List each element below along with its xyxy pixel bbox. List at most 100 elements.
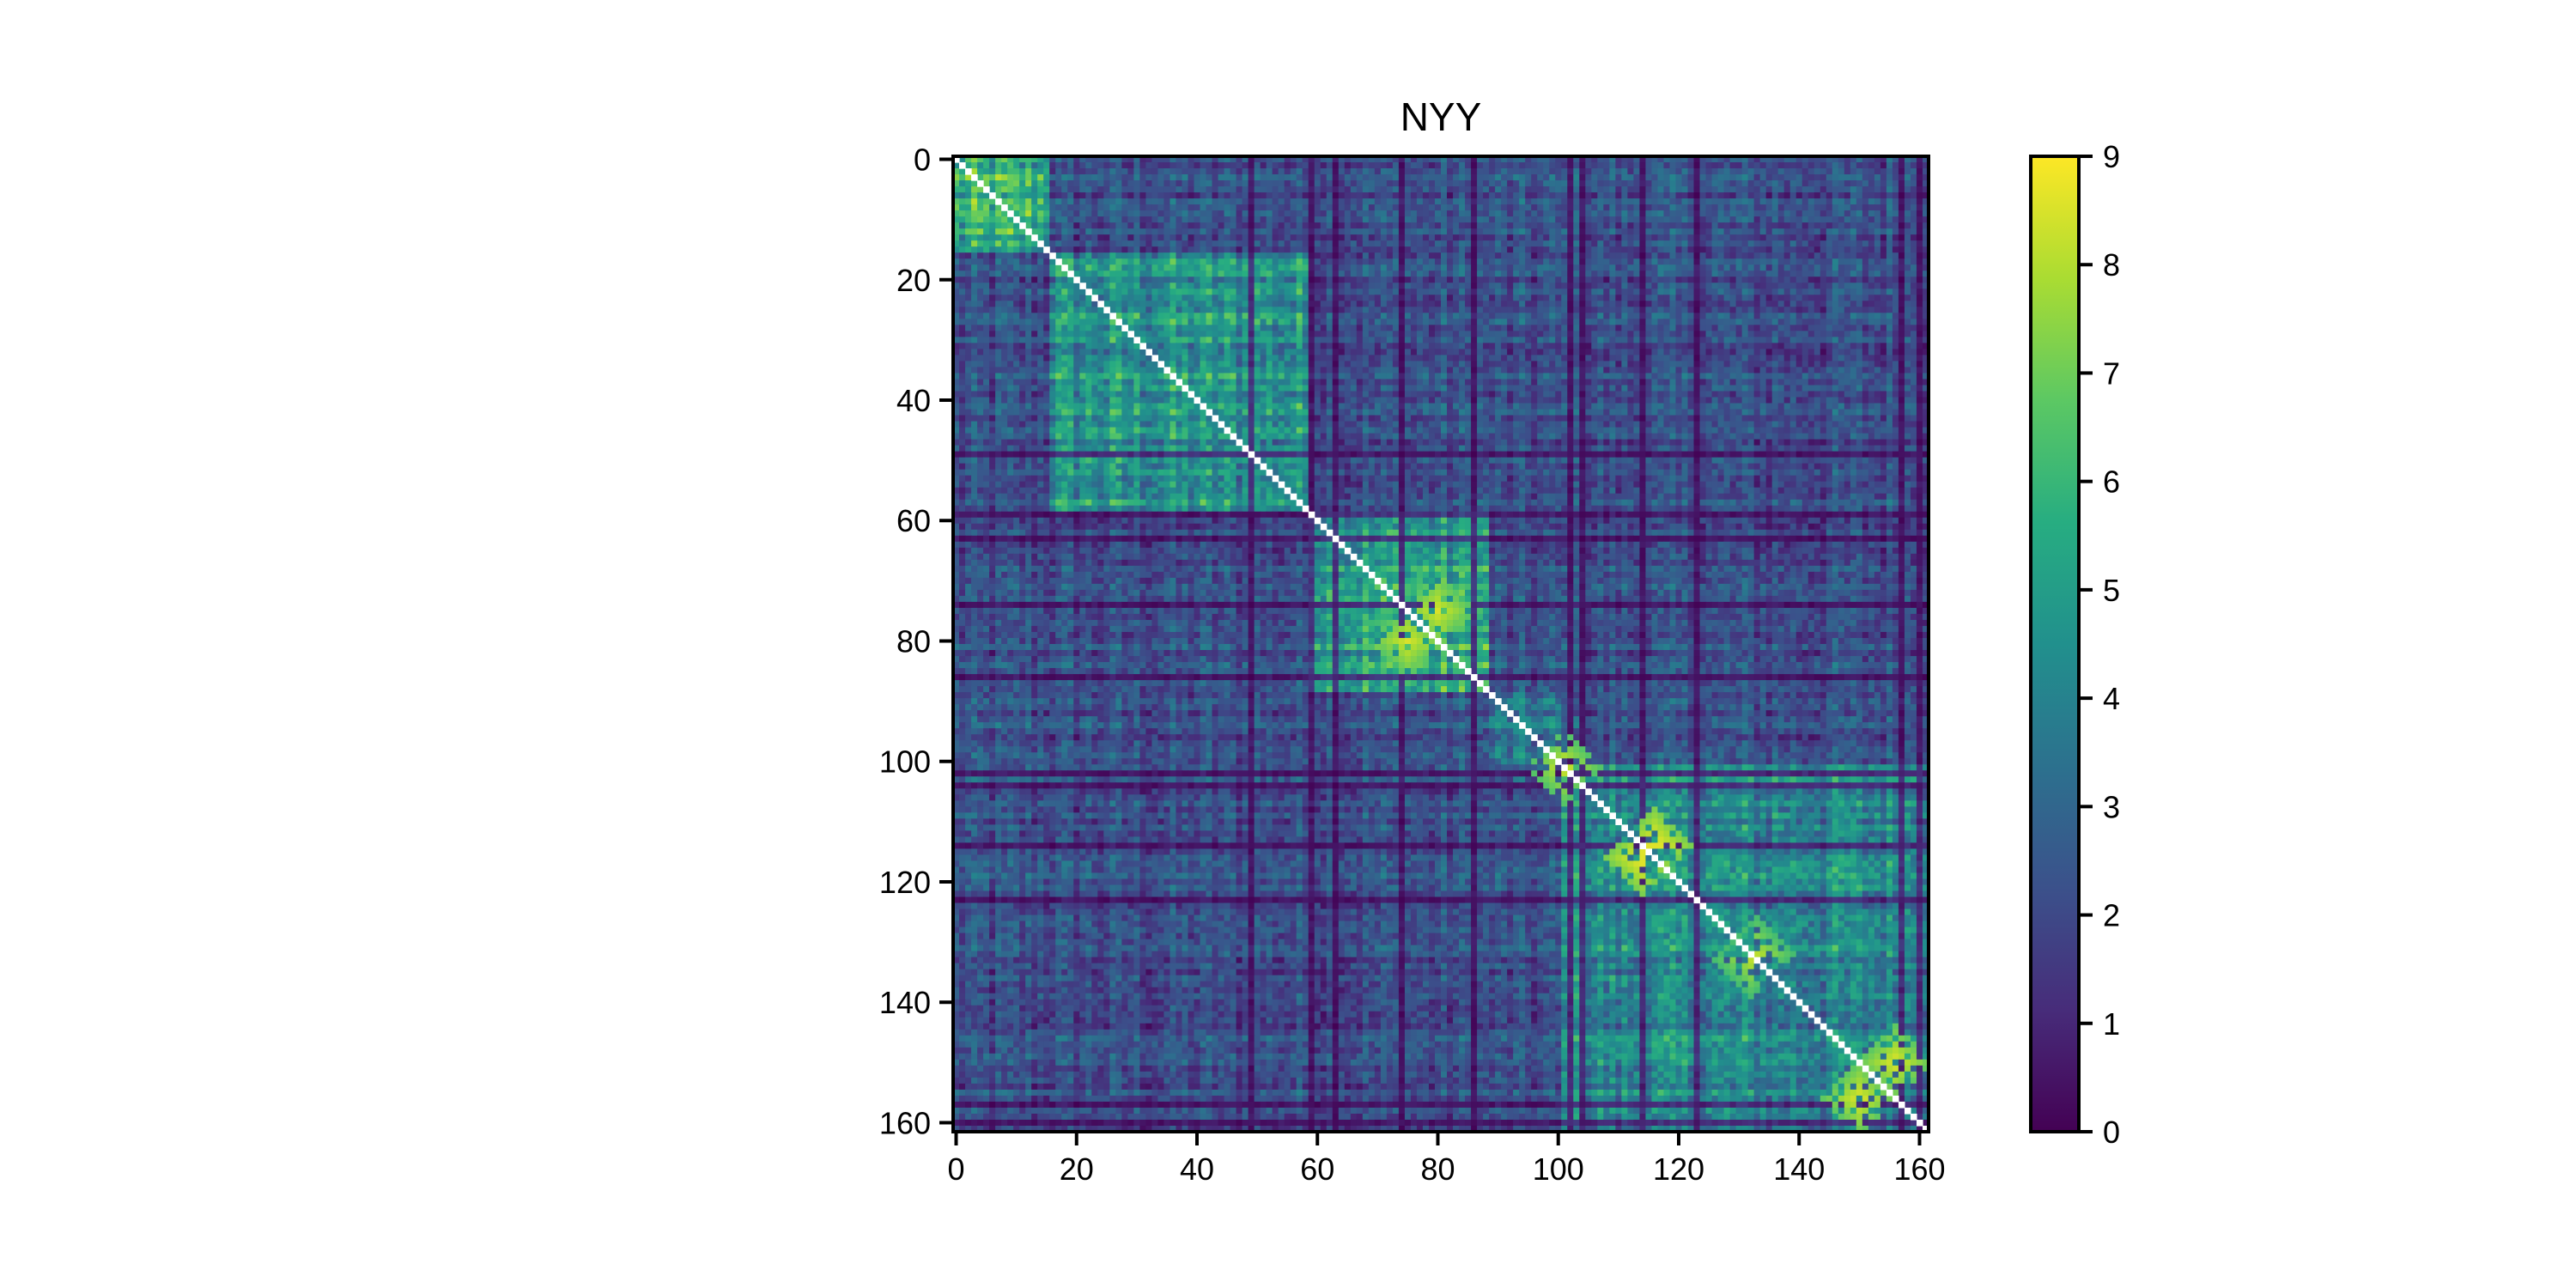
heatmap-cell bbox=[1603, 204, 1610, 211]
heatmap-cell bbox=[1651, 210, 1658, 217]
heatmap-cell bbox=[1218, 210, 1225, 217]
heatmap-cell bbox=[1718, 198, 1725, 205]
heatmap-cell bbox=[1483, 210, 1490, 217]
heatmap-cell bbox=[1615, 234, 1622, 241]
heatmap-cell bbox=[1597, 228, 1604, 235]
heatmap-cell bbox=[1742, 168, 1749, 175]
heatmap-cell bbox=[1621, 162, 1628, 169]
heatmap-cell bbox=[965, 186, 972, 193]
heatmap-cell bbox=[959, 174, 966, 181]
heatmap-cell bbox=[1495, 168, 1502, 175]
heatmap-cell bbox=[1537, 162, 1544, 169]
heatmap-cell bbox=[1417, 234, 1424, 241]
heatmap-cell bbox=[1700, 204, 1707, 211]
heatmap-cell bbox=[1007, 174, 1014, 181]
heatmap-cell bbox=[1387, 192, 1394, 199]
heatmap-cell bbox=[1007, 204, 1014, 211]
heatmap-cell bbox=[1681, 210, 1688, 217]
heatmap-cell bbox=[1145, 180, 1152, 187]
heatmap-cell bbox=[1766, 228, 1773, 235]
heatmap-cell bbox=[1303, 186, 1309, 193]
heatmap-cell bbox=[1163, 186, 1170, 193]
heatmap-cell bbox=[1242, 210, 1249, 217]
heatmap-cell bbox=[1133, 204, 1140, 211]
heatmap-cell bbox=[1543, 210, 1550, 217]
heatmap-cell bbox=[1321, 216, 1327, 223]
heatmap-cell bbox=[959, 168, 966, 175]
heatmap-cell bbox=[1218, 186, 1225, 193]
heatmap-cell bbox=[1073, 168, 1080, 175]
heatmap-cell bbox=[1639, 180, 1646, 187]
heatmap-cell bbox=[1297, 234, 1303, 241]
heatmap-cell bbox=[1091, 216, 1098, 223]
heatmap-cell bbox=[1303, 174, 1309, 181]
heatmap-cell bbox=[1393, 204, 1400, 211]
heatmap-cell bbox=[1459, 222, 1466, 229]
heatmap-cell bbox=[1043, 228, 1050, 235]
heatmap-cell bbox=[1814, 198, 1821, 205]
heatmap-cell bbox=[1115, 174, 1122, 181]
heatmap-cell bbox=[1603, 234, 1610, 241]
heatmap-cell bbox=[1549, 210, 1556, 217]
heatmap-cell bbox=[977, 198, 984, 205]
heatmap-cell bbox=[1856, 204, 1863, 211]
heatmap-cell bbox=[1242, 204, 1249, 211]
heatmap-cell bbox=[1880, 162, 1887, 169]
heatmap-cell bbox=[1357, 222, 1364, 229]
heatmap-cell bbox=[1273, 174, 1279, 181]
heatmap-cell bbox=[1754, 180, 1761, 187]
heatmap-cell bbox=[1176, 168, 1182, 175]
heatmap-cell bbox=[1525, 162, 1532, 169]
heatmap-cell bbox=[1393, 168, 1400, 175]
heatmap-cell bbox=[1712, 192, 1719, 199]
heatmap-cell bbox=[1363, 234, 1370, 241]
heatmap-cell bbox=[1303, 222, 1309, 229]
heatmap-cell bbox=[1874, 198, 1881, 205]
heatmap-cell bbox=[1874, 216, 1881, 223]
heatmap-cell bbox=[1838, 222, 1845, 229]
heatmap-cell bbox=[983, 162, 990, 169]
heatmap-cell bbox=[1627, 210, 1634, 217]
heatmap-cell bbox=[1868, 168, 1875, 175]
heatmap-cell bbox=[1917, 210, 1923, 217]
heatmap-cell bbox=[1230, 216, 1237, 223]
heatmap-cell bbox=[1447, 228, 1454, 235]
heatmap-cell bbox=[1893, 162, 1899, 169]
heatmap-cell bbox=[1808, 192, 1815, 199]
heatmap-cell bbox=[1874, 228, 1881, 235]
heatmap-cell bbox=[1351, 210, 1358, 217]
heatmap-cell bbox=[1115, 162, 1122, 169]
heatmap-cell bbox=[1495, 198, 1502, 205]
heatmap-cell bbox=[1880, 186, 1887, 193]
heatmap-cell bbox=[1151, 204, 1158, 211]
heatmap-cell bbox=[959, 210, 966, 217]
heatmap-cell bbox=[1212, 210, 1219, 217]
heatmap-cell bbox=[1856, 222, 1863, 229]
heatmap-cell bbox=[1856, 192, 1863, 199]
heatmap-cell bbox=[1303, 168, 1309, 175]
heatmap-cell bbox=[1543, 234, 1550, 241]
heatmap-cell bbox=[1772, 162, 1779, 169]
heatmap-cell bbox=[1850, 204, 1857, 211]
heatmap-cell bbox=[1718, 204, 1725, 211]
heatmap-cell bbox=[1327, 162, 1334, 169]
heatmap-cell bbox=[1591, 192, 1598, 199]
heatmap-cell bbox=[1043, 204, 1050, 211]
heatmap-cell bbox=[1609, 192, 1616, 199]
heatmap-cell bbox=[1489, 162, 1496, 169]
heatmap-cell bbox=[1224, 198, 1231, 205]
heatmap-cell bbox=[1121, 234, 1128, 241]
heatmap-cell bbox=[1675, 234, 1682, 241]
heatmap-cell bbox=[1151, 198, 1158, 205]
heatmap-cell bbox=[1669, 180, 1676, 187]
heatmap-cell bbox=[1537, 192, 1544, 199]
heatmap-cell bbox=[1351, 162, 1358, 169]
heatmap-cell bbox=[1718, 222, 1725, 229]
heatmap-cell bbox=[1067, 198, 1074, 205]
heatmap-cell bbox=[1669, 168, 1676, 175]
heatmap-cell bbox=[1760, 228, 1767, 235]
heatmap-cell bbox=[959, 198, 966, 205]
heatmap-cell bbox=[1127, 186, 1134, 193]
heatmap-cell bbox=[1369, 222, 1376, 229]
heatmap-cell bbox=[1754, 216, 1761, 223]
